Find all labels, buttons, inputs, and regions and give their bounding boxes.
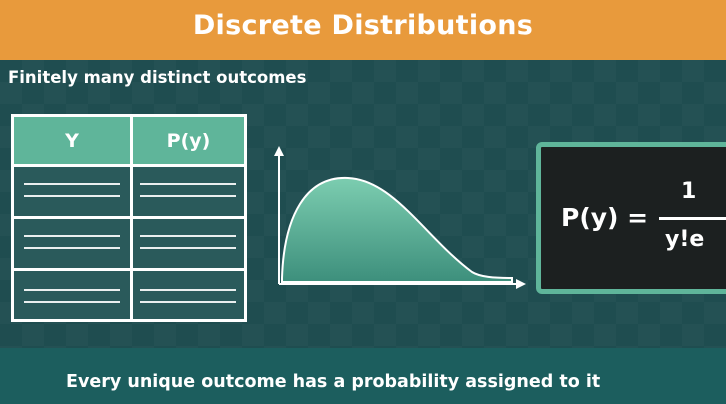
table-cell-placeholder-line — [140, 247, 236, 249]
title-bar: Discrete Distributions — [0, 0, 726, 60]
slide-title: Discrete Distributions — [192, 9, 534, 41]
axis-arrow-icon — [516, 279, 526, 289]
table-cell-placeholder-line — [24, 247, 120, 249]
table-cell-placeholder-line — [24, 301, 120, 303]
table-cell-placeholder-line — [140, 195, 236, 197]
table-column-divider — [130, 117, 133, 319]
table-cell-placeholder-line — [24, 183, 120, 185]
table-cell-placeholder-line — [140, 183, 236, 185]
table-header-py: P(y) — [166, 129, 211, 152]
table-cell-placeholder-line — [140, 301, 236, 303]
table-cell-placeholder-line — [24, 289, 120, 291]
axis-arrow-icon — [274, 146, 284, 156]
table-cell-placeholder-line — [140, 289, 236, 291]
distribution-area — [281, 176, 513, 283]
formula-denominator: y!e — [665, 227, 705, 252]
formula-box: P(y) = 1 y!e — [536, 142, 726, 294]
distribution-curve-illustration — [274, 146, 526, 289]
fraction-bar — [659, 217, 726, 220]
table-divider — [14, 216, 244, 219]
probability-table: Y P(y) — [11, 114, 247, 322]
table-divider — [14, 164, 244, 167]
slide-subtitle: Finitely many distinct outcomes — [8, 68, 307, 87]
table-cell-placeholder-line — [140, 235, 236, 237]
formula-numerator: 1 — [681, 179, 697, 204]
table-cell-placeholder-line — [24, 235, 120, 237]
table-cell-placeholder-line — [24, 195, 120, 197]
caption-bar: Every unique outcome has a probability a… — [0, 348, 726, 404]
table-header-row: Y P(y) — [14, 117, 244, 164]
caption-text: Every unique outcome has a probability a… — [66, 372, 601, 392]
table-divider — [14, 268, 244, 271]
table-header-y: Y — [65, 129, 79, 152]
formula-lhs: P(y) = — [561, 203, 649, 232]
